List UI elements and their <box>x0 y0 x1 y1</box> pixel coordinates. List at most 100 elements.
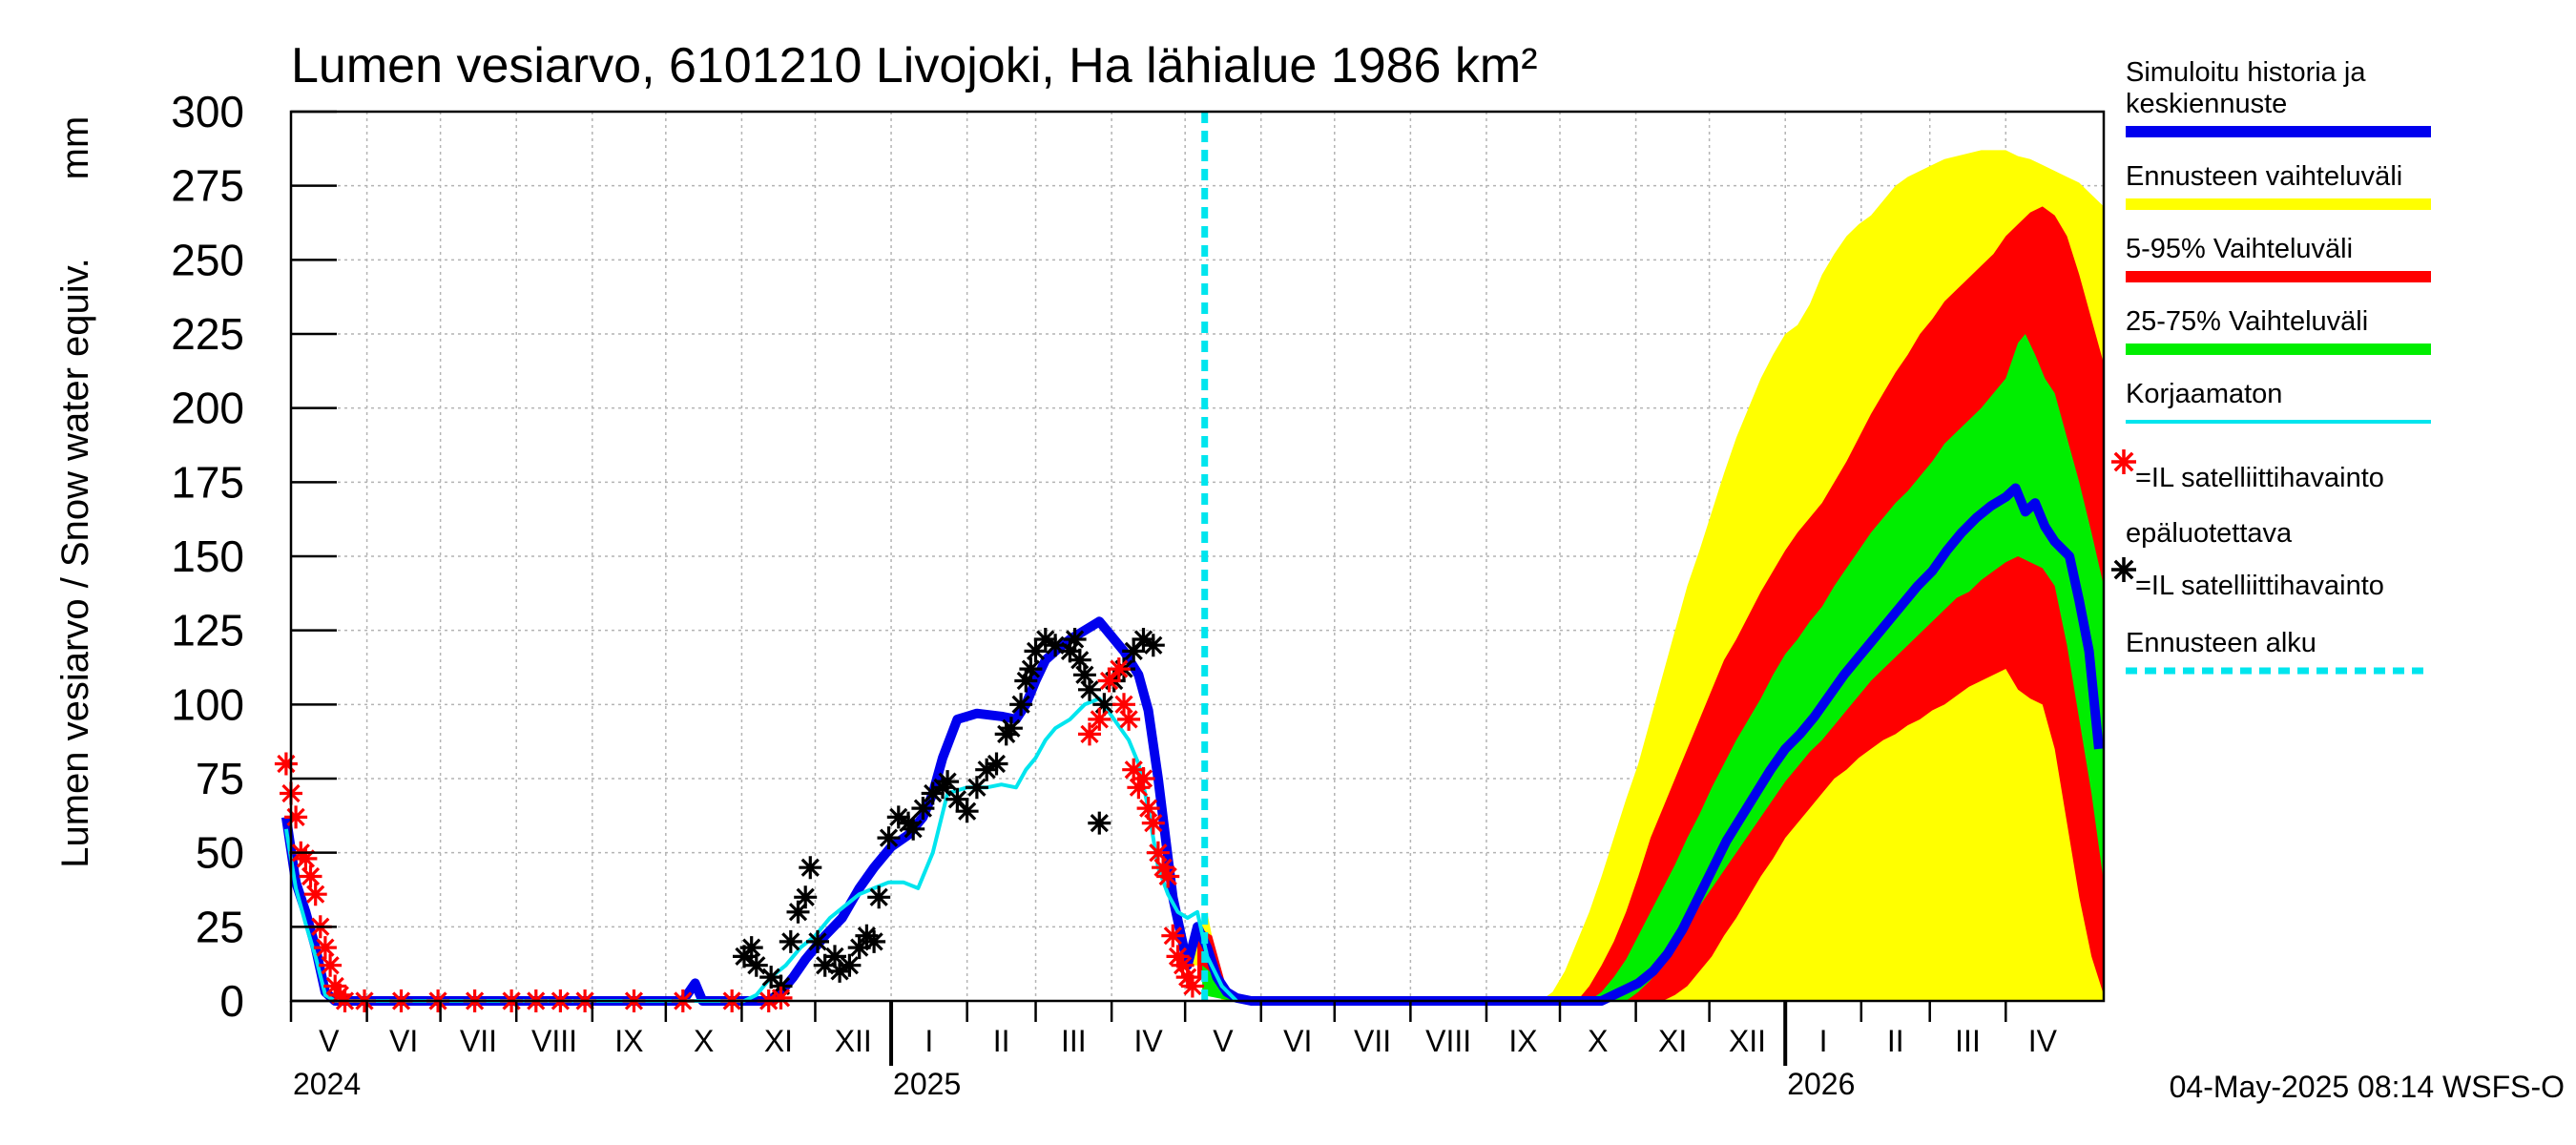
observation-star <box>823 945 846 968</box>
observation-star <box>911 797 935 821</box>
y-axis-label: Lumen vesiarvo / Snow water equiv. <box>54 258 96 868</box>
observation-star <box>786 900 810 924</box>
unreliable-observation-star <box>274 752 298 776</box>
unreliable-observation-star <box>1141 811 1165 835</box>
legend-label: keskiennuste <box>2126 89 2287 119</box>
band-ennusteen-vaihteluv-li <box>1192 150 2104 1002</box>
month-label: X <box>1588 1024 1608 1058</box>
observation-star <box>867 885 891 909</box>
y-tick-label: 100 <box>171 679 244 729</box>
y-tick-label: 175 <box>171 457 244 507</box>
observation-star <box>806 929 829 953</box>
observation-star <box>862 929 886 953</box>
unreliable-observation-star <box>1180 974 1204 998</box>
month-label: XI <box>764 1024 793 1058</box>
month-label: X <box>694 1024 714 1058</box>
month-label: VIII <box>1425 1024 1471 1058</box>
y-tick-label: 300 <box>171 87 244 136</box>
y-tick-label: 225 <box>171 309 244 359</box>
legend-label: 5-95% Vaihteluväli <box>2126 234 2353 264</box>
band-25-75-vaihteluv-li <box>1202 334 2104 1001</box>
legend-label: Ennusteen alku <box>2126 628 2316 658</box>
month-label: IX <box>1508 1024 1537 1058</box>
y-tick-label: 50 <box>196 828 244 878</box>
observation-star <box>1024 639 1048 663</box>
month-label: IX <box>614 1024 643 1058</box>
observation-star <box>1044 634 1068 657</box>
unreliable-observation-star <box>294 846 318 870</box>
month-label: VII <box>460 1024 497 1058</box>
observation-star <box>1132 628 1155 651</box>
observation-star <box>828 959 852 983</box>
legend-label: =IL satelliittihavainto <box>2135 463 2384 493</box>
observation-star <box>921 781 945 805</box>
month-label: XII <box>1729 1024 1766 1058</box>
month-label: II <box>1887 1024 1904 1058</box>
unreliable-observation-star <box>1107 657 1131 681</box>
unreliable-observation-star <box>1132 767 1155 790</box>
unreliable-observation-star <box>1156 864 1180 888</box>
month-label: IV <box>2028 1024 2058 1058</box>
unreliable-observation-star <box>1166 945 1190 968</box>
y-tick-label: 75 <box>196 754 244 803</box>
chart-title: Lumen vesiarvo, 6101210 Livojoki, Ha läh… <box>291 38 1538 94</box>
uncorrected-line <box>283 697 1238 1003</box>
month-label: VII <box>1354 1024 1391 1058</box>
month-label: XI <box>1658 1024 1687 1058</box>
month-label: II <box>993 1024 1010 1058</box>
legend-label: Korjaamaton <box>2126 379 2282 409</box>
observation-star <box>759 966 783 989</box>
observation-star <box>813 953 837 977</box>
observation-star <box>838 953 862 977</box>
observation-star <box>1068 648 1091 672</box>
y-tick-label: 125 <box>171 606 244 656</box>
observation-star <box>1078 677 1101 701</box>
unreliable-observation-star <box>1171 953 1195 977</box>
observation-star <box>1019 657 1043 681</box>
observation-star <box>1122 639 1146 663</box>
unreliable-observation-star <box>1161 924 1185 947</box>
unreliable-observation-star <box>1112 693 1135 717</box>
observation-star <box>955 800 979 823</box>
timestamp: 04-May-2025 08:14 WSFS-O <box>2170 1070 2565 1104</box>
observation-star <box>744 953 768 977</box>
legend-label: =IL satelliittihavainto <box>2135 571 2384 601</box>
observation-star <box>877 826 901 850</box>
y-tick-label: 200 <box>171 384 244 433</box>
unreliable-observation-star <box>319 953 343 977</box>
month-label: V <box>1213 1024 1234 1058</box>
unreliable-observation-star <box>313 936 337 960</box>
observation-star <box>975 758 999 781</box>
legend-star-icon <box>2111 449 2136 474</box>
unreliable-observation-star <box>299 864 322 888</box>
year-label: 2026 <box>1787 1067 1855 1101</box>
y-tick-label: 275 <box>171 161 244 211</box>
observation-star <box>1058 639 1082 663</box>
unreliable-observation-star <box>1127 776 1151 800</box>
observation-star <box>739 936 763 960</box>
unreliable-observation-star <box>1117 707 1141 731</box>
month-label: IV <box>1134 1024 1164 1058</box>
legend-label: Simuloitu historia ja <box>2126 57 2366 88</box>
observation-star <box>1072 663 1096 687</box>
unreliable-observation-star <box>1175 966 1199 989</box>
observation-star <box>1033 628 1057 651</box>
month-label: I <box>1819 1024 1828 1058</box>
observation-star <box>945 787 969 811</box>
y-tick-label: 0 <box>219 976 244 1026</box>
observation-star <box>847 936 871 960</box>
observation-star <box>985 752 1008 776</box>
unreliable-observation-star <box>284 805 308 829</box>
unreliable-observation-star <box>769 986 793 1010</box>
unreliable-observation-star <box>1152 856 1175 880</box>
y-tick-label: 250 <box>171 235 244 284</box>
unreliable-observation-star <box>323 974 347 998</box>
month-label: III <box>1061 1024 1087 1058</box>
observation-star <box>936 770 960 794</box>
month-label: VI <box>1283 1024 1312 1058</box>
unreliable-observation-star <box>1146 841 1170 864</box>
observation-star <box>1063 628 1087 651</box>
